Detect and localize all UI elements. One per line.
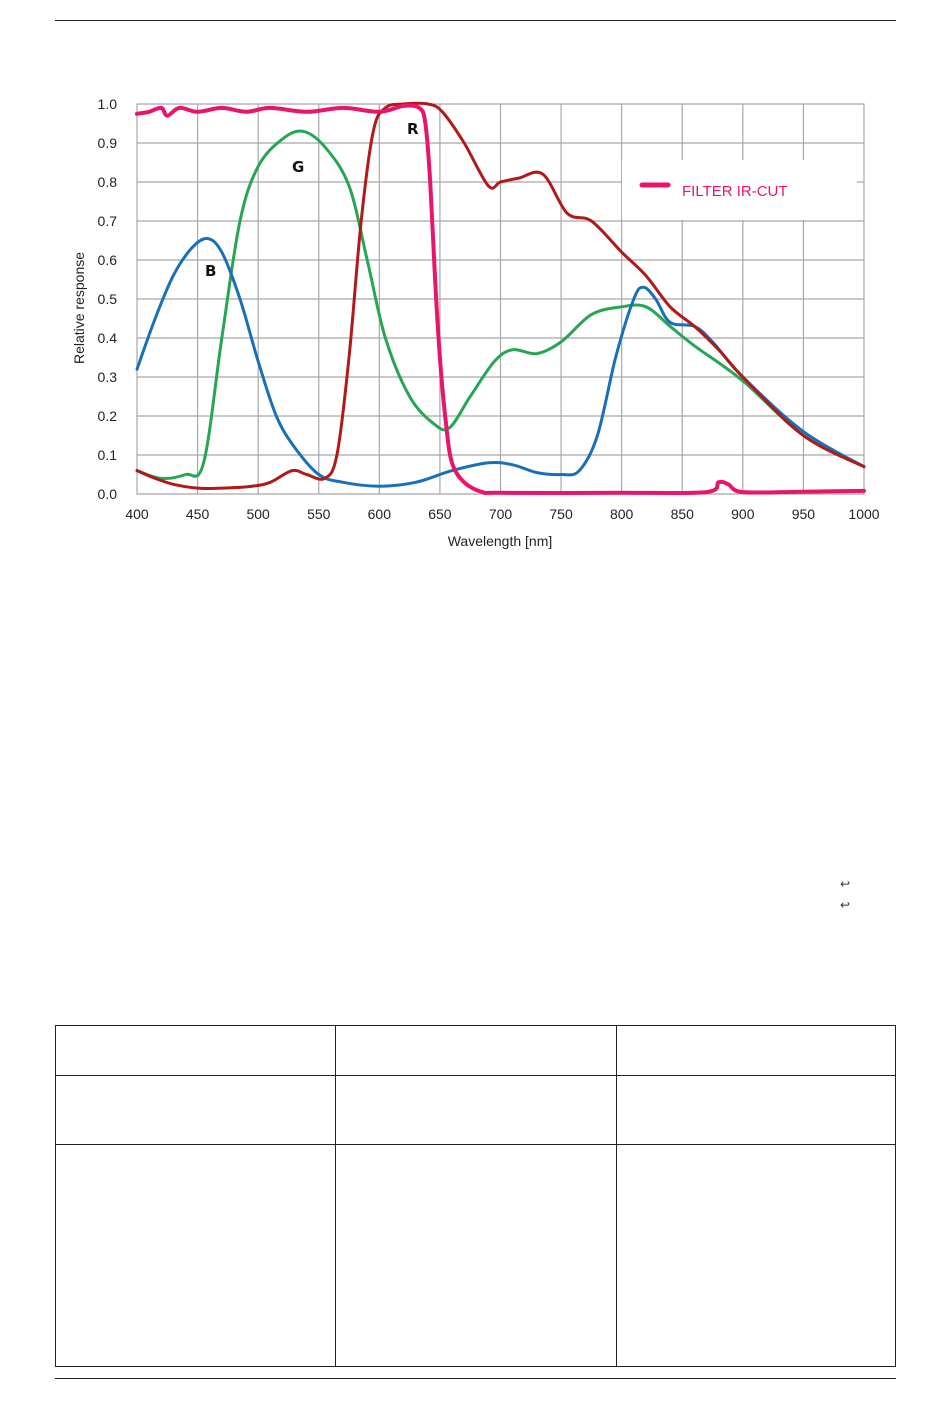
table-cell xyxy=(55,1075,336,1145)
y-tick-label: 0.2 xyxy=(98,408,118,424)
y-tick-label: 0.0 xyxy=(98,486,118,502)
spectral-response-chart: 0.0 0.1 0.2 0.3 0.4 0.5 0.6 0.7 0.8 0.9 1.0 400 450… xyxy=(71,96,880,549)
return-arrow-icon: ↩ xyxy=(840,877,851,891)
y-axis-ticks: 0.0 0.1 0.2 0.3 0.4 0.5 0.6 0.7 0.8 0.9 1.0 xyxy=(98,96,118,502)
y-tick-label: 0.6 xyxy=(98,252,118,268)
curve-label-g: G xyxy=(292,158,304,176)
page-bottom-rule xyxy=(55,1378,896,1379)
table-row xyxy=(55,1025,896,1076)
x-tick-label: 550 xyxy=(307,506,331,522)
return-arrow-icon: ↩ xyxy=(840,898,851,912)
x-axis-label: Wavelength [nm] xyxy=(448,533,553,549)
table-cell xyxy=(55,1025,336,1076)
x-tick-label: 850 xyxy=(671,506,695,522)
y-tick-label: 1.0 xyxy=(98,96,118,112)
x-tick-label: 900 xyxy=(731,506,755,522)
legend-box xyxy=(622,160,857,220)
x-tick-label: 450 xyxy=(186,506,210,522)
spec-table xyxy=(55,1025,896,1367)
y-tick-label: 0.1 xyxy=(98,447,118,463)
curve-annotations: B G R xyxy=(205,120,419,280)
table-cell xyxy=(335,1075,617,1145)
y-tick-label: 0.7 xyxy=(98,213,118,229)
legend-label-filter-ir-cut: FILTER IR-CUT xyxy=(682,183,788,200)
x-axis-ticks: 400 450 500 550 600 650 700 750 800 850 900 950 1000 xyxy=(125,506,879,522)
y-tick-label: 0.4 xyxy=(98,330,118,346)
y-tick-label: 0.8 xyxy=(98,174,118,190)
page-top-rule xyxy=(55,20,896,21)
table-cell xyxy=(616,1025,896,1076)
x-tick-label: 950 xyxy=(792,506,816,522)
table-cell xyxy=(55,1144,336,1367)
curve-label-r: R xyxy=(407,120,419,138)
series-line-filter-ir-cut xyxy=(135,103,866,496)
curve-label-b: B xyxy=(205,262,216,280)
y-tick-label: 0.9 xyxy=(98,135,118,151)
table-cell xyxy=(616,1075,896,1145)
table-row xyxy=(55,1144,896,1367)
x-tick-label: 400 xyxy=(125,506,149,522)
chart-series xyxy=(135,101,866,496)
table-row xyxy=(55,1075,896,1145)
x-tick-label: 600 xyxy=(368,506,392,522)
chart-legend: FILTER IR-CUT xyxy=(622,160,857,220)
series-line-g xyxy=(135,129,866,481)
series-line-r xyxy=(135,101,866,491)
x-tick-label: 1000 xyxy=(848,506,879,522)
x-tick-label: 650 xyxy=(428,506,452,522)
x-tick-label: 800 xyxy=(610,506,634,522)
table-cell xyxy=(335,1025,617,1076)
y-tick-label: 0.3 xyxy=(98,369,118,385)
y-axis-label: Relative response xyxy=(71,252,87,364)
x-tick-label: 500 xyxy=(246,506,270,522)
y-tick-label: 0.5 xyxy=(98,291,118,307)
x-tick-label: 700 xyxy=(489,506,513,522)
x-tick-label: 750 xyxy=(549,506,573,522)
series-line-b xyxy=(135,236,866,488)
table-cell xyxy=(335,1144,617,1367)
table-cell xyxy=(616,1144,896,1367)
